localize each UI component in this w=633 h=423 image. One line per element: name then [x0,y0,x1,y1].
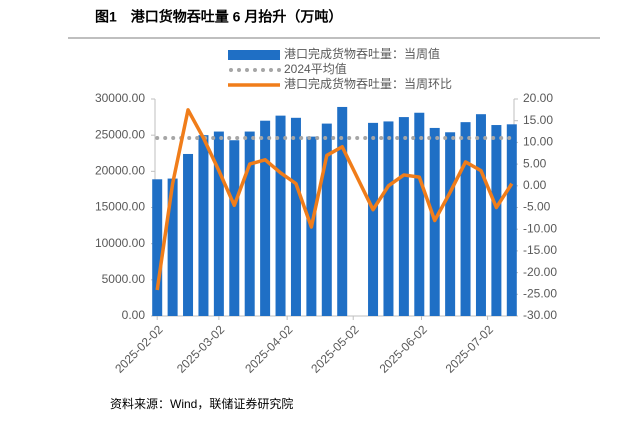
y2-tick-label: 5.00 [523,156,547,170]
bar [491,125,502,316]
y2-tick-label: 10.00 [523,135,553,149]
y2-tick-label: -25.00 [523,286,557,300]
x-tick-label: 2025-07-02 [443,322,497,376]
y2-tick-label: -10.00 [523,221,557,235]
x-tick-label: 2025-03-02 [174,322,228,376]
bar [290,117,301,316]
bar [198,135,209,316]
bar [445,132,456,316]
legend-swatch [228,50,280,60]
y2-tick-label: -30.00 [523,308,557,322]
bar [414,112,425,316]
y2-tick-label: -5.00 [523,200,551,214]
chart-title: 图1 港口货物吞吐量 6 月抬升（万吨） [95,9,342,25]
x-tick-label: 2025-02-02 [112,322,166,376]
bar [152,179,163,316]
bar [167,178,178,316]
bar [321,123,332,317]
y-tick-label: 30000.00 [95,91,145,105]
bar [244,131,255,316]
legend-label: 2024平均值 [284,61,347,76]
bar [229,140,240,316]
x-tick-label: 2025-04-02 [242,322,296,376]
bar [383,121,394,316]
y2-tick-label: 0.00 [523,178,547,192]
legend-label: 港口完成货物吞吐量：当周环比 [284,76,452,91]
y2-tick-label: 20.00 [523,91,553,105]
y2-tick-label: 15.00 [523,113,553,127]
y2-tick-label: -20.00 [523,265,557,279]
bar [506,124,517,316]
bar [260,120,271,316]
x-tick-label: 2025-06-02 [377,322,431,376]
bar [475,114,486,316]
bar [275,115,286,317]
y-tick-label: 0.00 [122,308,146,322]
bar [337,106,348,316]
change-line [155,108,514,291]
y-tick-label: 10000.00 [95,236,145,250]
legend-label: 港口完成货物吞吐量：当周值 [284,46,440,61]
bar [213,131,224,316]
y-tick-label: 25000.00 [95,127,145,141]
y-tick-label: 20000.00 [95,164,145,178]
x-tick-label: 2025-05-02 [308,322,362,376]
y-tick-label: 5000.00 [102,272,146,286]
bar [183,153,194,316]
source: 资料来源：Wind，联储证券研究院 [110,396,293,411]
y2-tick-label: -15.00 [523,243,557,257]
bar [368,122,379,317]
bar [398,117,409,316]
bar [460,122,471,316]
y-tick-label: 15000.00 [95,200,145,214]
